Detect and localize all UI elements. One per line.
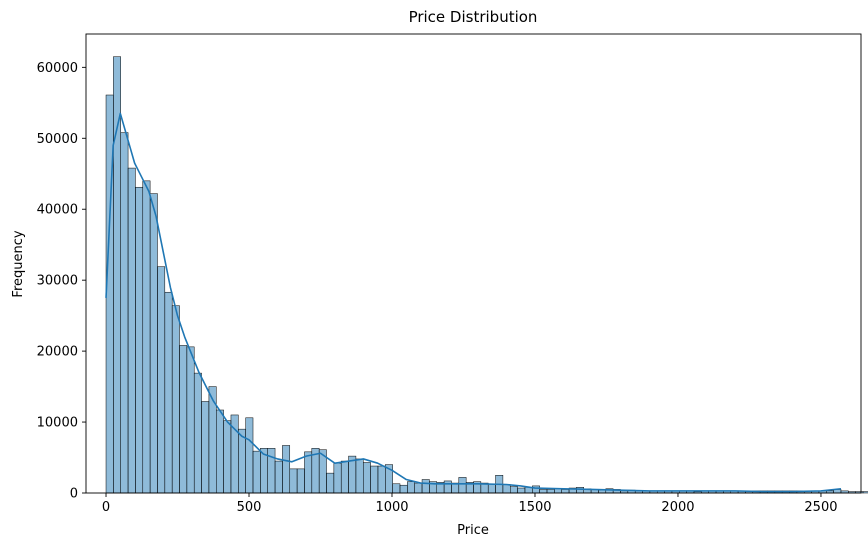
histogram-bar [304,451,313,494]
histogram-bar [539,489,548,494]
histogram-bar [171,305,180,494]
histogram-bar [862,491,868,494]
histogram-bar [157,266,166,494]
x-tick-label: 2000 [661,500,694,515]
x-tick-label: 1000 [375,500,408,515]
plot-frame [85,33,862,494]
y-tick-label: 50000 [37,132,78,147]
x-tick-label: 2500 [804,500,837,515]
histogram-bar [510,486,518,494]
histogram-bar [149,193,158,494]
histogram-bar [421,479,430,494]
histogram-bar [274,460,283,494]
x-tick-label: 1500 [518,500,551,515]
histogram-bar [532,485,540,494]
histogram-bar [238,428,246,494]
x-tick-label: 500 [237,500,262,515]
histogram-bar [414,482,423,494]
histogram-bar [289,468,298,494]
histogram-bar [561,489,570,494]
histogram-bar [576,487,584,494]
histogram-bar [546,489,555,494]
histogram-bar [245,417,254,494]
kde-line [105,112,842,493]
plot-area: 0 500 1000 1500 2000 2500 0 10000 20000 30000 4000… [37,33,868,515]
histogram-bar [201,401,210,494]
y-tick-label: 0 [70,487,78,502]
histogram-bar [392,483,401,494]
histogram-bar [517,487,526,494]
histogram-bar [296,468,305,494]
histogram-bar [363,462,371,494]
histogram-bar [399,484,408,494]
histogram-bar [458,477,467,494]
y-tick-label: 20000 [37,345,78,360]
y-tick-label: 30000 [37,274,78,289]
x-tick-label: 0 [102,500,110,515]
histogram-bar [216,409,224,494]
x-axis-label: Price [457,523,489,538]
histogram-bar [333,462,342,494]
histogram-bar [377,465,386,494]
histogram-bar [179,345,188,494]
histogram-bar [252,450,261,494]
histogram-bar [502,484,511,494]
histogram-bar [186,346,195,494]
histogram-bar [120,132,129,494]
histogram-bar [164,291,173,494]
y-tick-label: 40000 [37,203,78,218]
histogram-bar [193,372,202,494]
histogram-bar [443,480,452,494]
histogram-bar [282,445,291,494]
chart-title: Price Distribution [409,8,538,26]
histogram-bar [355,458,364,494]
histogram-bar [340,460,349,494]
histogram-bar [370,465,379,494]
histogram-bar [142,180,151,494]
histogram-bar [487,483,496,494]
histogram-bar [223,420,232,494]
y-tick-label: 10000 [37,416,78,431]
histogram-bar [113,56,121,494]
histogram-bar [127,167,136,494]
histogram-bar [407,481,415,494]
y-tick-label: 60000 [37,61,78,76]
histogram-bar [326,472,335,494]
histogram-bar [267,448,276,494]
histogram-bar [135,186,144,494]
y-axis-label: Frequency [11,230,26,297]
